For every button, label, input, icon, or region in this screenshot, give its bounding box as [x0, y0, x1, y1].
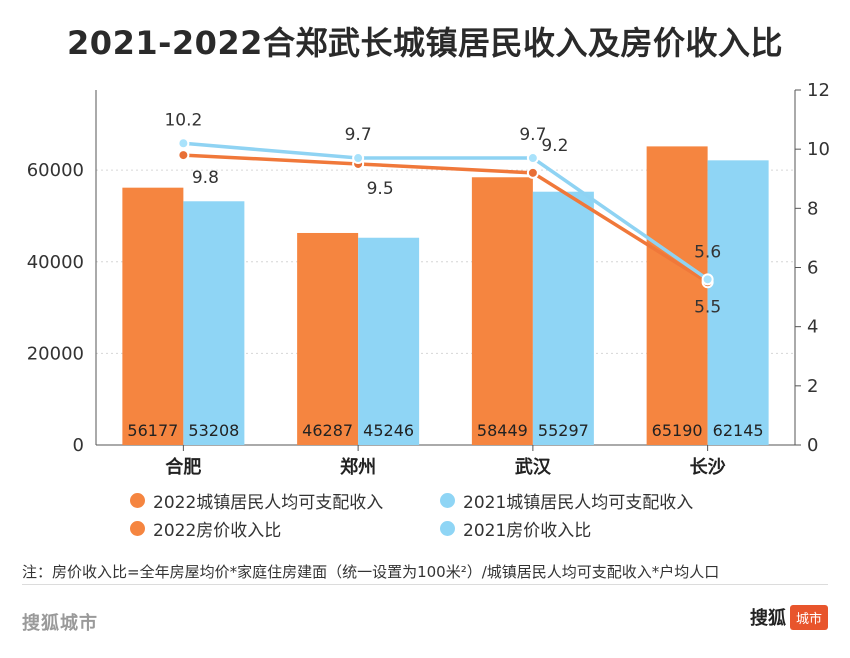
bar-value-label: 56177 [127, 421, 178, 440]
y-right-tick-label: 10 [807, 139, 830, 160]
bar-value-label: 55297 [538, 421, 589, 440]
legend-dot-blue [440, 493, 455, 508]
legend-item-2022-ratio: 2022房价收入比 [130, 516, 281, 541]
bar-value-label: 53208 [188, 421, 239, 440]
bar [646, 146, 708, 445]
bar [471, 177, 533, 445]
y-left-tick-label: 40000 [27, 252, 84, 273]
line-point [177, 149, 190, 162]
legend-label: 2021城镇居民人均可支配收入 [463, 493, 694, 513]
legend-dot-blue [440, 521, 455, 536]
line-value-label: 9.8 [192, 168, 219, 188]
footer-logo: 搜狐 城市 [750, 604, 828, 630]
line-point [352, 152, 365, 165]
legend-label: 2022房价收入比 [153, 521, 282, 541]
x-tick-label: 长沙 [690, 457, 726, 478]
bar [122, 187, 184, 445]
y-right-tick-label: 4 [807, 317, 818, 338]
bar-value-label: 46287 [302, 421, 353, 440]
chart-svg: 0 20000 40000 60000 0 2 4 6 8 10 12 56177 53208 合肥 462… [27, 80, 830, 478]
bar [707, 160, 769, 445]
y-right-tick-label: 6 [807, 258, 818, 279]
chart-title: 2021-2022合郑武长城镇居民收入及房价收入比 [67, 24, 783, 62]
line-value-label: 9.2 [541, 136, 568, 156]
series-line [183, 141, 709, 281]
y-right-tick-label: 12 [807, 80, 830, 101]
line-point [701, 273, 714, 286]
bar-value-label: 62145 [713, 421, 764, 440]
divider [22, 584, 828, 585]
footer-badge: 城市 [789, 604, 828, 630]
line-value-label: 5.5 [694, 297, 721, 317]
bar-value-label: 58449 [477, 421, 528, 440]
line-value-label: 9.7 [345, 125, 372, 145]
x-tick-label: 郑州 [340, 456, 376, 478]
line-value-label: 5.6 [694, 242, 721, 262]
series-line [183, 153, 709, 284]
line-point [526, 152, 539, 165]
footer-brand: 搜狐 [749, 608, 786, 629]
bar [297, 232, 359, 445]
bar [358, 237, 420, 445]
y-right-tick-label: 0 [807, 435, 818, 456]
footer-source: 搜狐城市 [22, 613, 98, 634]
line-point [177, 137, 190, 150]
line-point [526, 166, 539, 179]
footnote: 注：房价收入比=全年房屋均价*家庭住房建面（统一设置为100米²）/城镇居民人均… [22, 563, 720, 581]
legend-label: 2021房价收入比 [463, 521, 592, 541]
legend-label: 2022城镇居民人均可支配收入 [153, 493, 384, 513]
y-left-tick-label: 20000 [27, 343, 84, 364]
y-left-tick-label: 0 [73, 435, 84, 456]
legend-item-2021-income: 2021城镇居民人均可支配收入 [440, 488, 693, 513]
y-right-tick-label: 8 [807, 198, 818, 219]
y-left-tick-label: 60000 [27, 160, 84, 181]
line-value-label: 10.2 [164, 110, 202, 130]
legend-item-2021-ratio: 2021房价收入比 [440, 516, 591, 541]
legend-dot-orange [130, 521, 145, 536]
bar [183, 201, 245, 445]
x-tick-label: 合肥 [165, 456, 201, 478]
line-value-label: 9.7 [519, 125, 546, 145]
bar [532, 191, 594, 445]
line-value-label: 9.5 [367, 179, 394, 199]
bar-value-label: 65190 [652, 421, 703, 440]
y-right-tick-label: 2 [807, 376, 818, 397]
bar-value-label: 45246 [363, 421, 414, 440]
legend-item-2022-income: 2022城镇居民人均可支配收入 [130, 488, 383, 513]
x-tick-label: 武汉 [515, 457, 552, 478]
legend-dot-orange [130, 493, 145, 508]
